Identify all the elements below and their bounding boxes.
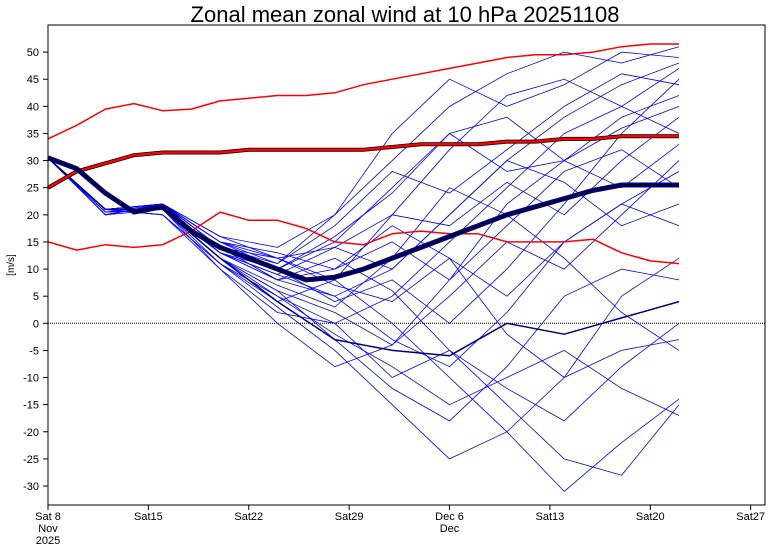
x-tick-label: Nov (38, 523, 58, 535)
climatology-mean-outline (47, 134, 679, 190)
ensemble-member-24 (47, 78, 680, 324)
y-tick-label: -20 (23, 427, 39, 439)
ensemble-member-10 (47, 157, 680, 476)
y-tick-label: 35 (27, 128, 39, 140)
x-tick-label: Sat29 (335, 511, 364, 523)
ensemble-member-4 (47, 157, 680, 460)
climatology-max-line (47, 43, 679, 140)
ensemble-mean-outline (47, 155, 679, 283)
climatology-min-line (47, 211, 680, 265)
x-tick-label: Sat13 (536, 511, 565, 523)
y-tick-label: 15 (27, 237, 39, 249)
x-tick-label: Sat22 (234, 511, 263, 523)
ensemble-member-3 (47, 46, 680, 248)
y-tick-label: -15 (23, 400, 39, 412)
axes: 50454035302520151050-5-10-15-20-25-30Sat… (23, 24, 766, 547)
plot-area (47, 43, 765, 492)
ensemble-member-9 (47, 157, 680, 346)
ensemble-member-19 (47, 51, 680, 265)
ensemble-mean-line (47, 156, 679, 281)
ensemble-member-23 (47, 157, 680, 275)
y-tick-label: -10 (23, 373, 39, 385)
climatology-mean-line (47, 134, 679, 189)
y-tick-label: 0 (33, 318, 39, 330)
y-tick-label: 40 (27, 101, 39, 113)
x-tick-label: Dec (440, 523, 460, 535)
y-tick-label: 50 (27, 47, 39, 59)
ensemble-member-8 (47, 73, 680, 265)
x-tick-label: Sat20 (636, 511, 665, 523)
ensemble-member-21 (47, 106, 680, 368)
x-tick-label: Dec 6 (435, 511, 464, 523)
y-tick-label: 25 (27, 183, 39, 195)
ensemble-member-15 (47, 157, 680, 368)
ensemble-member-13 (47, 157, 680, 351)
plot-frame (47, 24, 766, 506)
y-tick-label: 5 (33, 291, 39, 303)
y-tick-label: 10 (27, 264, 39, 276)
y-axis-label: [m/s] (6, 254, 17, 276)
y-tick-label: 20 (27, 210, 39, 222)
y-tick-label: -30 (23, 481, 39, 493)
x-tick-label: Sat15 (134, 511, 163, 523)
ensemble-member-5 (47, 95, 680, 270)
ensemble-member-22 (47, 157, 680, 378)
y-tick-label: -25 (23, 454, 39, 466)
x-tick-label: Sat27 (736, 511, 765, 523)
x-tick-label: 2025 (36, 535, 60, 547)
x-tick-label: Sat 8 (35, 511, 61, 523)
y-tick-label: 45 (27, 74, 39, 86)
chart-title: Zonal mean zonal wind at 10 hPa 20251108 (191, 2, 620, 27)
y-tick-label: -5 (29, 345, 39, 357)
y-tick-label: 30 (27, 156, 39, 168)
